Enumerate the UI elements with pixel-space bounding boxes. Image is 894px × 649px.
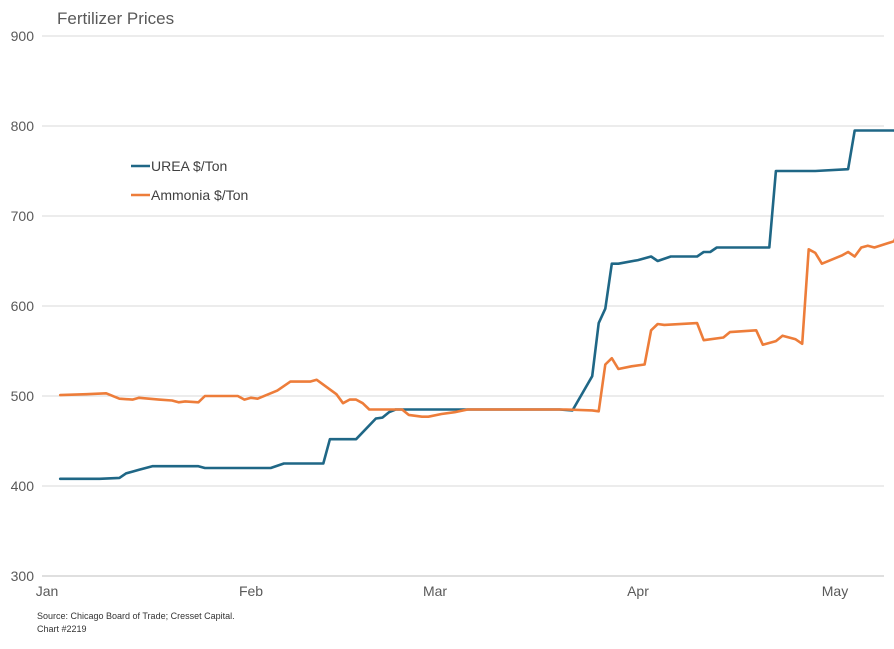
y-tick-label: 900 [11,28,35,44]
x-tick-label: Mar [423,583,447,599]
source-note: Source: Chicago Board of Trade; Cresset … [37,611,235,621]
y-tick-label: 700 [11,208,35,224]
chart-number: Chart #2219 [37,624,87,634]
chart-title: Fertilizer Prices [57,9,174,28]
y-tick-label: 300 [11,568,35,584]
y-tick-label: 500 [11,388,35,404]
x-tick-label: May [822,583,848,599]
legend: UREA $/Ton Ammonia $/Ton [131,158,248,203]
x-tick-label: Jan [36,583,59,599]
y-tick-label: 400 [11,478,35,494]
y-tick-label: 600 [11,298,35,314]
series-lines [58,129,894,481]
x-tick-label: Apr [627,583,649,599]
x-tick-label: Feb [239,583,263,599]
series-line-ammonia [58,237,894,418]
grid [42,35,884,577]
y-axis: 900 800 700 600 500 400 300 [11,28,35,584]
y-tick-label: 800 [11,118,35,134]
series-line-urea [58,129,894,481]
x-axis: Jan Feb Mar Apr May [36,583,849,599]
legend-label: Ammonia $/Ton [151,187,248,203]
legend-label: UREA $/Ton [151,158,227,174]
